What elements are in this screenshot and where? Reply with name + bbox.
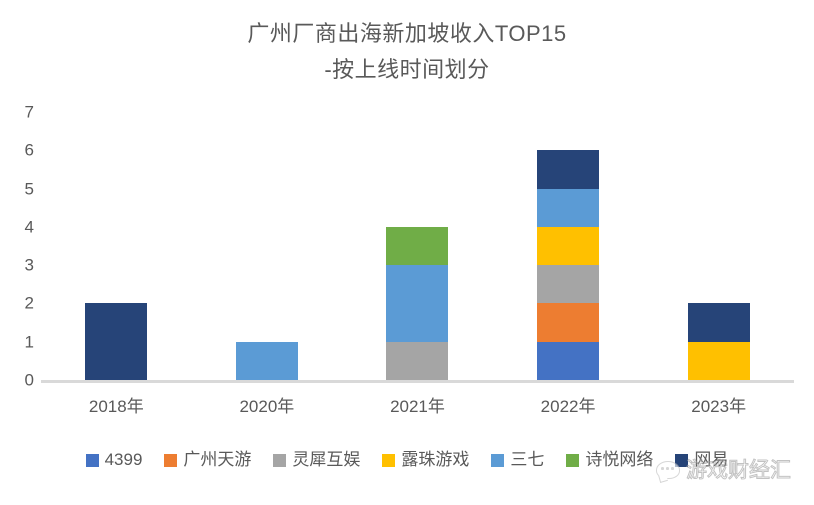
legend-label: 广州天游 [183, 450, 252, 469]
x-axis-tick: 2018年 [88, 397, 144, 416]
legend-swatch-icon [164, 453, 178, 467]
bar-segment[interactable] [537, 226, 600, 266]
bar-group [643, 112, 794, 380]
bar-segment[interactable] [537, 150, 600, 189]
y-axis-tick: 0 [24, 370, 34, 390]
legend-swatch-icon [566, 453, 580, 467]
y-axis-tick: 5 [24, 179, 34, 199]
x-axis-tick: 2020年 [239, 397, 295, 416]
y-axis-tick: 6 [24, 140, 34, 160]
bar-segment[interactable] [235, 341, 298, 380]
stacked-bar-column[interactable] [687, 303, 750, 380]
bar-group [41, 112, 192, 380]
bar-segment[interactable] [687, 341, 750, 380]
x-axis-labels: 2018年 2020年 2021年 2022年 2023年 [41, 396, 794, 418]
legend-label: 诗悦网络 [585, 450, 654, 469]
legend-label: 三七 [510, 450, 545, 469]
legend-label: 4399 [104, 450, 143, 469]
bar-segment[interactable] [386, 226, 449, 266]
y-axis-tick: 7 [24, 102, 34, 122]
legend-swatch-icon [273, 453, 287, 467]
legend-label: 露珠游戏 [401, 450, 470, 469]
chart-title: 广州厂商出海新加坡收入TOP15 -按上线时间划分 [0, 16, 814, 88]
legend-item[interactable]: 露珠游戏 [382, 450, 469, 470]
y-axis-tick: 3 [24, 255, 34, 275]
y-axis-tick: 1 [24, 332, 34, 352]
bar-segment[interactable] [386, 265, 449, 342]
legend-item[interactable]: 诗悦网络 [566, 450, 653, 470]
legend-item[interactable]: 广州天游 [164, 450, 251, 470]
legend-swatch-icon [675, 453, 689, 467]
legend-item[interactable]: 灵犀互娱 [273, 450, 360, 470]
legend-swatch-icon [491, 453, 505, 467]
bar-segment[interactable] [537, 341, 600, 380]
x-axis-tick: 2021年 [390, 397, 445, 416]
bar-segment[interactable] [537, 188, 600, 227]
legend-label: 灵犀互娱 [292, 450, 361, 469]
legend-item[interactable]: 三七 [491, 450, 544, 470]
chart-legend: 4399 广州天游 灵犀互娱 露珠游戏 三七 诗悦网络 网易 [0, 450, 814, 470]
bar-segment[interactable] [687, 303, 750, 342]
bar-segment[interactable] [537, 265, 600, 304]
bar-group [493, 112, 644, 380]
bar-segment[interactable] [537, 303, 600, 342]
y-axis-tick: 2 [24, 293, 34, 313]
y-axis-labels: 7 6 5 4 3 2 1 0 [0, 100, 34, 392]
stacked-bar-column[interactable] [386, 226, 449, 380]
bar-segment[interactable] [85, 303, 148, 380]
legend-item[interactable]: 4399 [85, 450, 143, 470]
stacked-bar-column[interactable] [235, 341, 298, 380]
stacked-bar-column[interactable] [85, 303, 148, 380]
chart-title-main: 广州厂商出海新加坡收入TOP15 [247, 21, 567, 46]
x-axis-tick: 2023年 [691, 397, 747, 416]
legend-item[interactable]: 网易 [675, 450, 728, 470]
stacked-bar-column[interactable] [537, 150, 600, 380]
legend-swatch-icon [382, 453, 396, 467]
y-axis-tick: 4 [24, 217, 34, 237]
bar-group [192, 112, 343, 380]
bar-segment[interactable] [386, 341, 449, 380]
x-axis-tick: 2022年 [540, 397, 596, 416]
plot-area [41, 112, 794, 380]
bar-group [342, 112, 493, 380]
legend-swatch-icon [85, 453, 99, 467]
x-axis-line [41, 380, 794, 383]
chart-subtitle: -按上线时间划分 [324, 57, 490, 82]
legend-label: 网易 [694, 450, 729, 469]
